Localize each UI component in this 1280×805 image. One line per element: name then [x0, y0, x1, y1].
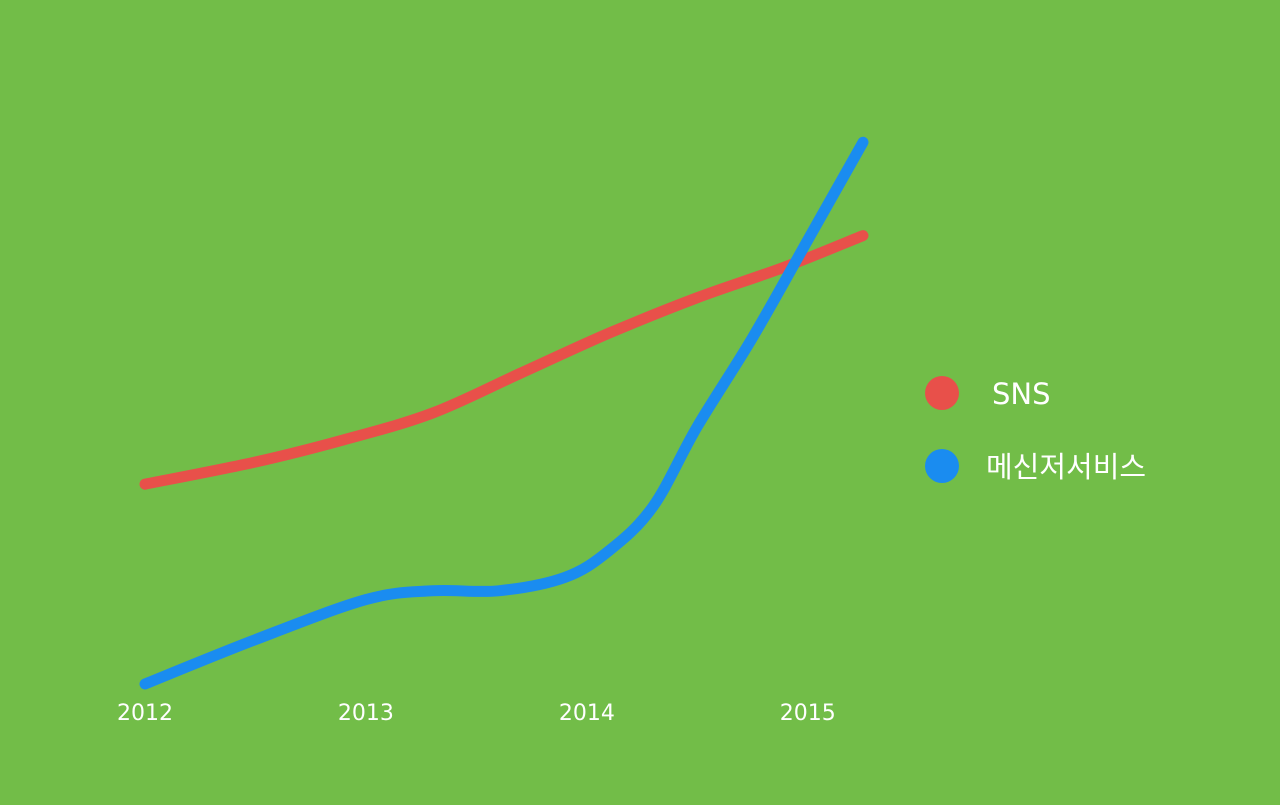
legend-item-messenger: 메신저서비스 — [925, 449, 1146, 484]
series-layer — [139, 136, 869, 690]
x-tick-label: 2013 — [338, 701, 394, 726]
legend-item-sns: SNS — [925, 376, 1051, 411]
x-axis-ticks: 2012 2013 2014 2015 — [117, 701, 836, 726]
legend-marker-messenger — [925, 449, 959, 483]
x-tick-label: 2014 — [559, 701, 615, 726]
legend: SNS 메신저서비스 — [925, 376, 1146, 484]
x-tick-label: 2012 — [117, 701, 173, 726]
x-tick-label: 2015 — [780, 701, 836, 726]
series-line-sns — [139, 230, 869, 490]
legend-label-sns: SNS — [992, 377, 1051, 411]
series-line-messenger — [139, 136, 869, 690]
legend-marker-sns — [925, 376, 959, 410]
legend-label-messenger: 메신저서비스 — [986, 450, 1146, 484]
